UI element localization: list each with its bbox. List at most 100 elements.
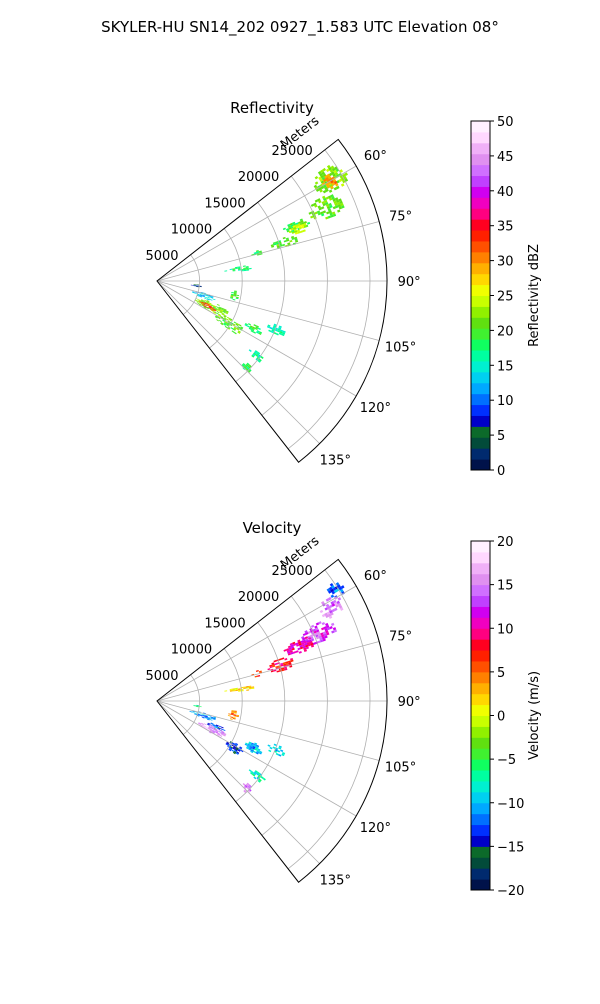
- colorbar-tick-label: 30: [497, 255, 514, 270]
- polar-grid: [156, 149, 387, 450]
- echo-cell: [210, 717, 214, 719]
- echo-cell: [315, 636, 320, 640]
- echo-cell: [203, 304, 207, 306]
- echo-cell: [324, 175, 328, 179]
- echo-cell: [233, 295, 237, 297]
- radius-tick-label: 5000: [145, 669, 178, 684]
- echo-cell: [334, 197, 339, 201]
- echo-cell: [244, 324, 248, 327]
- azimuth-tick-label: 135°: [320, 873, 351, 888]
- echo-cell: [196, 302, 200, 305]
- echo-cell: [234, 291, 237, 293]
- echo-cell: [212, 306, 216, 309]
- echo-cell: [333, 180, 338, 185]
- echo-cell: [253, 743, 257, 746]
- echo-cell: [257, 674, 261, 677]
- echo-cell: [206, 298, 210, 301]
- echo-cell: [292, 223, 297, 227]
- echo-cell: [235, 296, 239, 299]
- echo-cell: [332, 173, 336, 177]
- echo-region: [191, 291, 216, 301]
- echo-cell: [250, 770, 254, 774]
- echo-cell: [247, 785, 251, 789]
- echo-cell: [267, 744, 271, 747]
- echo-cell: [257, 779, 261, 783]
- echo-cell: [213, 309, 216, 312]
- echo-cell: [246, 745, 250, 749]
- azimuth-tick-label: 90°: [398, 275, 421, 290]
- echo-cell: [337, 584, 341, 589]
- echo-cell: [258, 774, 262, 778]
- echo-cell: [321, 171, 326, 175]
- echo-cell: [303, 223, 307, 226]
- echo-cell: [255, 326, 259, 329]
- colorbar-segment: [471, 617, 490, 629]
- echo-cell: [196, 704, 200, 706]
- echo-cell: [328, 586, 333, 591]
- echo-cell: [190, 284, 194, 286]
- echo-cell: [318, 207, 322, 211]
- echo-cell: [207, 728, 211, 731]
- echo-cell: [259, 331, 263, 334]
- echo-cell: [240, 749, 244, 753]
- echo-cell: [198, 304, 202, 306]
- echo-cell: [327, 613, 332, 617]
- echo-cell: [257, 775, 261, 779]
- echo-cell: [297, 221, 302, 225]
- echo-region: [319, 596, 344, 619]
- colorbar-segment: [471, 551, 490, 564]
- echo-cell: [332, 213, 337, 217]
- echo-cell: [324, 635, 328, 639]
- echo-cell: [242, 362, 246, 366]
- echo-cell: [281, 243, 286, 247]
- echo-cell: [322, 203, 326, 207]
- echo-cell: [207, 723, 210, 726]
- echo-cell: [299, 644, 303, 648]
- echo-cell: [201, 722, 204, 725]
- colorbar-segment: [471, 175, 490, 187]
- echo-cell: [337, 602, 342, 607]
- echo-cell: [289, 650, 293, 653]
- echo-cell: [314, 625, 318, 629]
- echo-cell: [236, 751, 240, 754]
- echo-cell: [320, 206, 325, 210]
- echo-cell: [297, 223, 301, 226]
- echo-cell: [230, 296, 234, 298]
- echo-cell: [326, 173, 331, 178]
- echo-cell: [237, 688, 241, 690]
- echo-cell: [213, 308, 217, 311]
- echo-cell: [233, 292, 237, 294]
- echo-cell: [290, 644, 294, 648]
- echo-cell: [320, 211, 324, 215]
- echo-cell: [329, 582, 334, 587]
- echo-cell: [296, 644, 300, 647]
- echo-cell: [273, 325, 277, 328]
- echo-cell: [194, 291, 198, 294]
- echo-cell: [253, 776, 257, 780]
- echo-cell: [235, 747, 239, 750]
- echo-cell: [310, 642, 314, 646]
- azimuth-gridline: [156, 280, 320, 444]
- echo-cell: [210, 728, 214, 731]
- echo-cell: [208, 726, 212, 729]
- echo-cell: [287, 651, 291, 654]
- echo-cell: [279, 330, 283, 334]
- echo-cell: [215, 725, 218, 728]
- echo-cell: [298, 643, 302, 646]
- echo-cell: [232, 717, 236, 720]
- echo-cell: [208, 715, 211, 717]
- echo-cell: [235, 752, 239, 755]
- echo-cell: [285, 648, 290, 651]
- echo-region: [251, 669, 263, 678]
- echo-cell: [326, 168, 330, 173]
- echo-cell: [246, 362, 250, 366]
- echo-cell: [280, 662, 284, 666]
- echo-cell: [294, 232, 299, 235]
- echo-cell: [314, 211, 318, 215]
- echo-cell: [256, 356, 260, 360]
- echo-cell: [302, 637, 306, 641]
- echo-cell: [218, 308, 221, 310]
- echo-region: [227, 710, 240, 720]
- echo-cell: [235, 688, 239, 691]
